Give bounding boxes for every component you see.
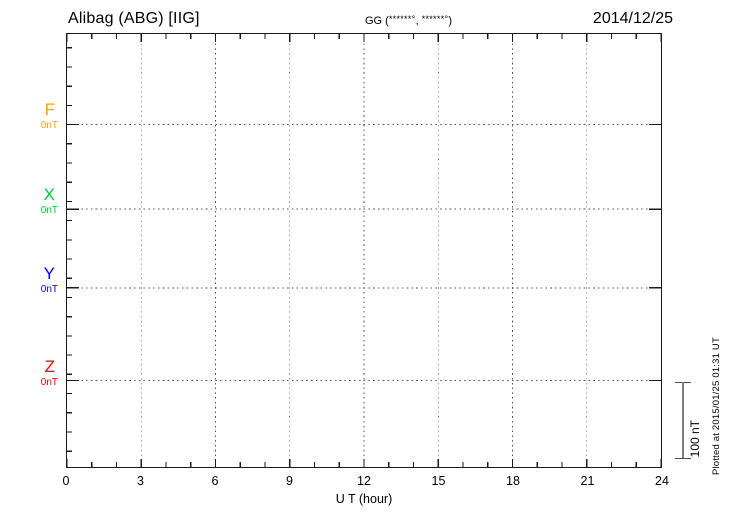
- geographic-coordinates: GG (******°, ******°): [365, 14, 452, 27]
- scale-bar-label: 100 nT: [688, 420, 702, 458]
- scale-bar-stem: [682, 382, 684, 459]
- grid-lines: [67, 34, 661, 467]
- component-label-z: Z 0nT: [0, 358, 60, 388]
- x-tick-21: 21: [580, 474, 595, 488]
- geo-suffix: ): [448, 15, 453, 27]
- x-tick-9: 9: [286, 474, 293, 488]
- component-letter-f: F: [44, 100, 55, 119]
- component-label-x: X 0nT: [0, 186, 60, 216]
- x-tick-12: 12: [357, 474, 371, 488]
- component-label-f: F 0nT: [0, 101, 60, 131]
- x-tick-0: 0: [62, 474, 70, 488]
- x-tick-3: 3: [137, 474, 144, 488]
- x-tick-15: 15: [431, 474, 446, 488]
- component-letter-y: Y: [43, 264, 55, 283]
- component-letter-z: Z: [44, 357, 55, 376]
- geo-separator: ,: [415, 15, 422, 27]
- component-baseline-y: 0nT: [40, 284, 58, 295]
- component-baseline-z: 0nT: [40, 377, 58, 388]
- x-axis-title: U T (hour): [335, 492, 393, 506]
- x-tick-24: 24: [655, 474, 669, 488]
- component-baseline-x: 0nT: [40, 205, 58, 216]
- component-baseline-f: 0nT: [40, 120, 58, 131]
- component-letter-x: X: [43, 185, 55, 204]
- x-tick-18: 18: [506, 474, 520, 488]
- scale-bar: [675, 382, 691, 459]
- component-label-y: Y 0nT: [0, 265, 60, 295]
- geo-latitude-masked: ******°: [388, 14, 416, 24]
- page-title: Alibag (ABG) [IIG]: [68, 10, 200, 27]
- scale-bar-bottom-cap: [675, 457, 691, 459]
- plot-area: [66, 33, 662, 468]
- geo-longitude-masked: ******°: [421, 14, 449, 24]
- plot-timestamp: Plotted at 2015/01/25 01:31 UT: [711, 337, 722, 476]
- geo-prefix: GG (: [365, 15, 389, 27]
- x-tick-6: 6: [211, 474, 219, 488]
- chart-date: 2014/12/25: [592, 10, 673, 27]
